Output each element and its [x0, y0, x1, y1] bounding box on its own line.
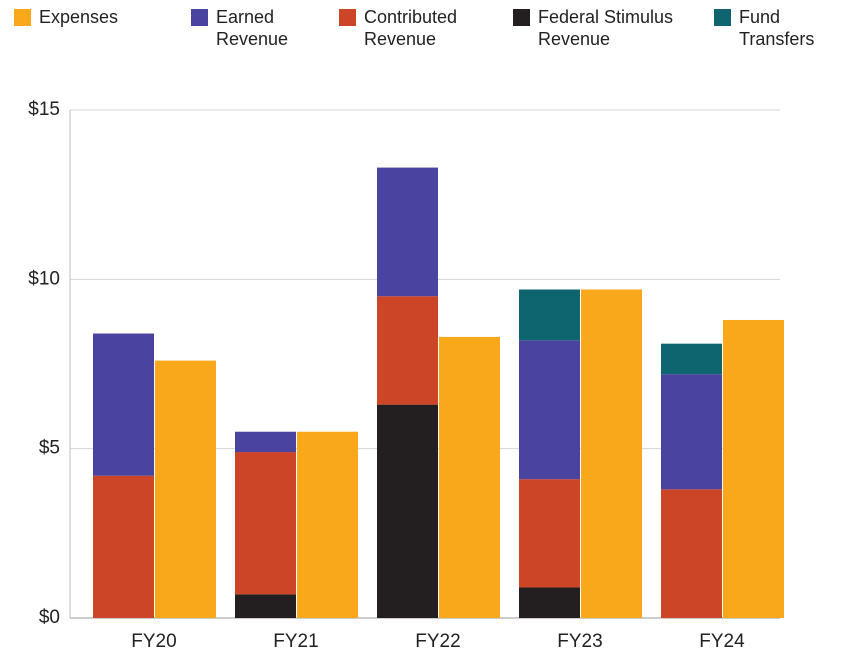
y-tick-label: $0 [39, 607, 60, 628]
bar [723, 319, 784, 618]
bar-segment [661, 343, 722, 375]
x-tick-label: FY24 [699, 631, 745, 652]
legend-swatch [191, 9, 208, 26]
x-tick-label: FY22 [415, 631, 460, 652]
legend-swatch [14, 9, 31, 26]
legend-swatch [513, 9, 530, 26]
bar-segment [377, 296, 438, 405]
bar-segment [377, 404, 438, 618]
bar-segment [661, 374, 722, 490]
bar-segment [377, 167, 438, 297]
bar-segment [235, 594, 296, 618]
bar [439, 336, 500, 618]
y-tick-label: $5 [39, 438, 60, 459]
x-tick-label: FY23 [557, 631, 602, 652]
y-tick-label: $15 [28, 99, 60, 120]
legend-label: Federal Stimulus Revenue [538, 7, 674, 49]
legend-swatch [714, 9, 731, 26]
bar [581, 289, 642, 618]
legend-swatch [339, 9, 356, 26]
x-tick-label: FY21 [273, 631, 318, 652]
bar [297, 431, 358, 618]
legend-item: Fund Transfers [714, 6, 834, 50]
bar-segment [93, 475, 154, 618]
legend-item: Federal Stimulus Revenue [513, 6, 693, 50]
bar [155, 360, 216, 618]
bar-segment [661, 489, 722, 618]
bar-segment [519, 289, 580, 341]
x-tick-label: FY20 [131, 631, 176, 652]
legend-label: Contributed Revenue [364, 7, 458, 49]
bar-segment [519, 479, 580, 588]
legend-item: Earned Revenue [191, 6, 301, 50]
bar-segment [235, 431, 296, 453]
legend-label: Expenses [39, 7, 119, 27]
legend-label: Fund Transfers [739, 7, 815, 49]
legend-item: Expenses [14, 6, 164, 28]
legend-item: Contributed Revenue [339, 6, 479, 50]
legend-label: Earned Revenue [216, 7, 289, 49]
bar-segment [235, 452, 296, 595]
bar-segment [519, 340, 580, 480]
bar-segment [93, 333, 154, 476]
y-tick-label: $10 [28, 268, 60, 289]
bar-segment [519, 587, 580, 618]
